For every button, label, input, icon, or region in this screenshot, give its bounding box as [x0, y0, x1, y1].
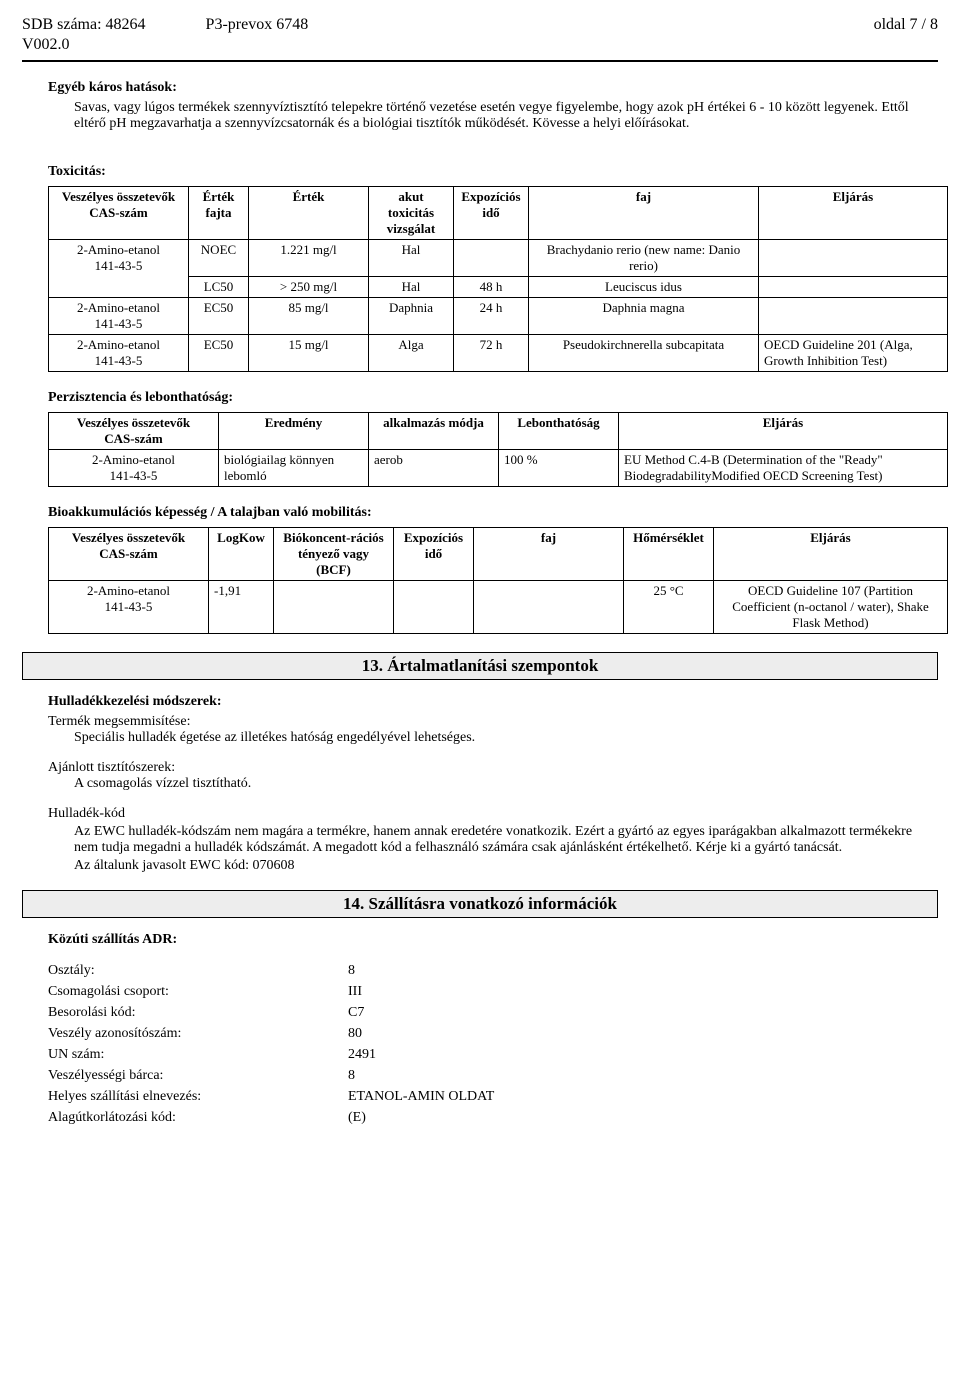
th: Expozíciós idő: [454, 187, 529, 240]
th: Veszélyes összetevők CAS-szám: [49, 413, 219, 450]
th: Érték: [249, 187, 369, 240]
s13-p4: Az általunk javasolt EWC kód: 070608: [74, 858, 938, 874]
header-product: P3-prevox 6748: [206, 16, 309, 34]
th: faj: [529, 187, 759, 240]
th: faj: [474, 528, 624, 581]
header-divider: [22, 60, 938, 62]
th: Expozíciós idő: [394, 528, 474, 581]
th: Eljárás: [714, 528, 948, 581]
s13-p2: A csomagolás vízzel tisztítható.: [74, 776, 938, 792]
doc-header: SDB száma: 48264 P3-prevox 6748 oldal 7 …: [22, 16, 938, 34]
kv-row: Csomagolási csoport:III: [48, 981, 938, 1002]
table-row: 2-Amino-etanol141-43-5 NOEC 1.221 mg/l H…: [49, 240, 948, 277]
kv-value: 8: [348, 960, 355, 981]
table-row: 2-Amino-etanol141-43-5 biológiailag könn…: [49, 450, 948, 487]
kv-value: 2491: [348, 1044, 376, 1065]
effects-text: Savas, vagy lúgos termékek szennyvíztisz…: [74, 100, 938, 132]
kv-label: Helyes szállítási elnevezés:: [48, 1086, 348, 1107]
s13-p3: Az EWC hulladék-kódszám nem magára a ter…: [74, 824, 938, 856]
th: LogKow: [209, 528, 274, 581]
s13-h3: Hulladék-kód: [48, 806, 938, 822]
s13-h2: Ajánlott tisztítószerek:: [48, 760, 938, 776]
kv-row: Helyes szállítási elnevezés:ETANOL-AMIN …: [48, 1086, 938, 1107]
kv-value: (E): [348, 1107, 366, 1128]
adr-list: Osztály:8Csomagolási csoport:IIIBesorolá…: [22, 960, 938, 1128]
kv-value: 8: [348, 1065, 355, 1086]
kv-row: Veszélyességi bárca:8: [48, 1065, 938, 1086]
section-14-title: 14. Szállításra vonatkozó információk: [22, 890, 938, 918]
th: Veszélyes összetevők CAS-szám: [49, 187, 189, 240]
table-row: 2-Amino-etanol141-43-5 -1,91 25 °C OECD …: [49, 581, 948, 634]
kv-label: Veszélyességi bárca:: [48, 1065, 348, 1086]
section-13-title: 13. Ártalmatlanítási szempontok: [22, 652, 938, 680]
table-row: 2-Amino-etanol141-43-5 EC50 85 mg/l Daph…: [49, 298, 948, 335]
header-page: oldal 7 / 8: [874, 16, 938, 34]
table-row: 2-Amino-etanol141-43-5 EC50 15 mg/l Alga…: [49, 335, 948, 372]
th: Eljárás: [759, 187, 948, 240]
s13-h1a: Termék megsemmisítése:: [48, 714, 938, 730]
kv-value: 80: [348, 1023, 362, 1044]
th: Érték fajta: [189, 187, 249, 240]
kv-label: UN szám:: [48, 1044, 348, 1065]
kv-row: Veszély azonosítószám:80: [48, 1023, 938, 1044]
s13-h1: Hulladékkezelési módszerek:: [48, 694, 938, 710]
kv-value: III: [348, 981, 362, 1002]
th: Eredmény: [219, 413, 369, 450]
th: Eljárás: [619, 413, 948, 450]
kv-value: ETANOL-AMIN OLDAT: [348, 1086, 494, 1107]
s13-p1: Speciális hulladék égetése az illetékes …: [74, 730, 938, 746]
th: alkalmazás módja: [369, 413, 499, 450]
persist-heading: Perzisztencia és lebonthatóság:: [48, 390, 938, 406]
persist-table: Veszélyes összetevők CAS-szám Eredmény a…: [48, 412, 948, 487]
effects-heading: Egyéb káros hatások:: [48, 80, 938, 96]
kv-label: Osztály:: [48, 960, 348, 981]
bioacc-heading: Bioakkumulációs képesség / A talajban va…: [48, 505, 938, 521]
th: Biókoncent-rációs tényező vagy (BCF): [274, 528, 394, 581]
kv-row: Alagútkorlátozási kód:(E): [48, 1107, 938, 1128]
table-header-row: Veszélyes összetevők CAS-szám Eredmény a…: [49, 413, 948, 450]
kv-row: Osztály:8: [48, 960, 938, 981]
kv-row: Besorolási kód:C7: [48, 1002, 938, 1023]
kv-row: UN szám:2491: [48, 1044, 938, 1065]
th: akut toxicitás vizsgálat: [369, 187, 454, 240]
header-sdb: SDB száma: 48264: [22, 16, 146, 34]
tox-table: Veszélyes összetevők CAS-szám Érték fajt…: [48, 186, 948, 372]
s14-h1: Közúti szállítás ADR:: [48, 932, 938, 948]
kv-label: Alagútkorlátozási kód:: [48, 1107, 348, 1128]
bioacc-table: Veszélyes összetevők CAS-szám LogKow Bió…: [48, 527, 948, 634]
th: Hőmérséklet: [624, 528, 714, 581]
table-header-row: Veszélyes összetevők CAS-szám LogKow Bió…: [49, 528, 948, 581]
th: Lebonthatóság: [499, 413, 619, 450]
header-version: V002.0: [22, 36, 938, 54]
th: Veszélyes összetevők CAS-szám: [49, 528, 209, 581]
tox-heading: Toxicitás:: [48, 164, 938, 180]
kv-label: Besorolási kód:: [48, 1002, 348, 1023]
kv-label: Veszély azonosítószám:: [48, 1023, 348, 1044]
table-header-row: Veszélyes összetevők CAS-szám Érték fajt…: [49, 187, 948, 240]
kv-value: C7: [348, 1002, 364, 1023]
kv-label: Csomagolási csoport:: [48, 981, 348, 1002]
